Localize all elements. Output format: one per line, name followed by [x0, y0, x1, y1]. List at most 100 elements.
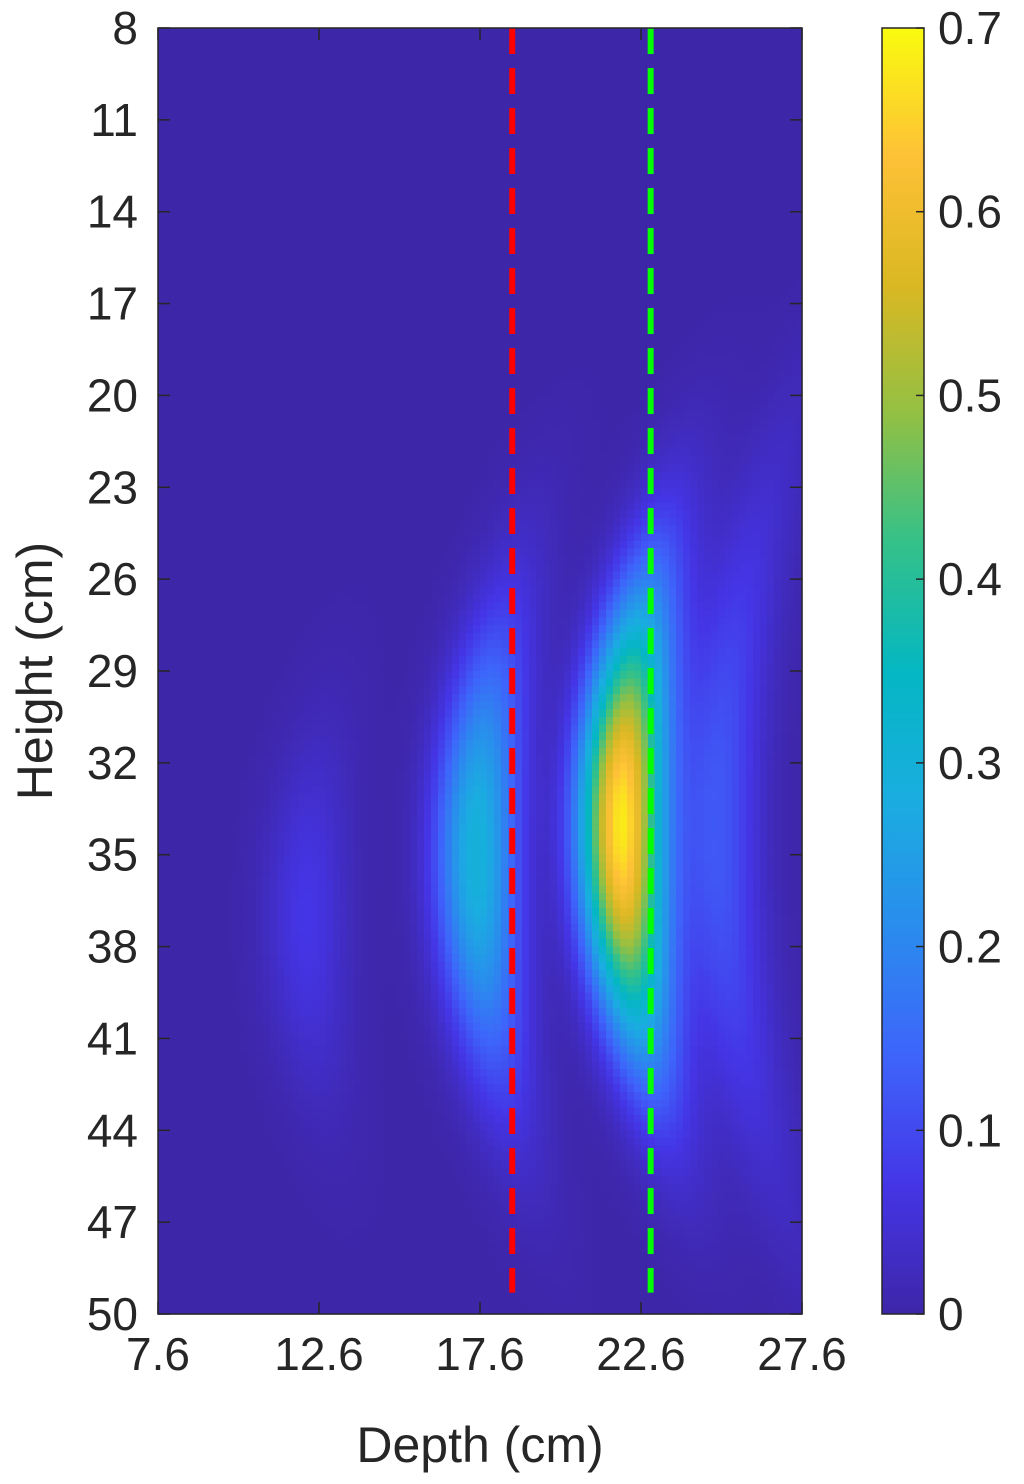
heatmap-cell: [172, 204, 180, 213]
heatmap-cell: [585, 288, 593, 297]
heatmap-cell: [284, 188, 292, 197]
heatmap-cell: [452, 119, 460, 129]
heatmap-cell: [158, 433, 166, 442]
heatmap-cell: [193, 119, 201, 129]
heatmap-cell: [256, 303, 264, 312]
heatmap-cell: [788, 395, 796, 404]
heatmap-cell: [270, 349, 278, 358]
heatmap-cell: [382, 295, 390, 305]
heatmap-cell: [529, 181, 537, 190]
heatmap-cell: [417, 372, 425, 381]
heatmap-cell: [508, 135, 516, 144]
heatmap-cell: [165, 341, 173, 351]
heatmap-cell: [676, 288, 684, 297]
heatmap-cell: [172, 158, 180, 167]
heatmap-cell: [179, 311, 187, 320]
heatmap-cell: [305, 28, 313, 37]
heatmap-cell: [725, 234, 733, 243]
heatmap-cell: [515, 265, 523, 274]
heatmap-cell: [221, 418, 229, 427]
heatmap-cell: [207, 96, 215, 106]
heatmap-cell: [326, 380, 334, 389]
heatmap-cell: [319, 242, 327, 251]
heatmap-cell: [354, 219, 362, 228]
heatmap-cell: [690, 204, 698, 213]
heatmap-cell: [795, 426, 803, 435]
heatmap-cell: [277, 303, 285, 312]
heatmap-cell: [389, 318, 397, 328]
heatmap-cell: [585, 372, 593, 381]
heatmap-cell: [704, 219, 712, 228]
heatmap-cell: [242, 119, 250, 129]
heatmap-cell: [354, 227, 362, 236]
heatmap-cell: [459, 73, 467, 83]
heatmap-cell: [669, 280, 677, 289]
heatmap-cell: [767, 173, 775, 182]
heatmap-cell: [207, 112, 215, 121]
heatmap-cell: [207, 81, 215, 90]
heatmap-cell: [361, 257, 369, 266]
heatmap-cell: [676, 50, 684, 60]
heatmap-cell: [424, 188, 432, 197]
heatmap-cell: [382, 318, 390, 328]
heatmap-cell: [347, 43, 355, 52]
heatmap-cell: [550, 318, 558, 328]
heatmap-cell: [515, 433, 523, 442]
heatmap-cell: [403, 211, 411, 220]
heatmap-cell: [165, 272, 173, 282]
heatmap-cell: [438, 89, 446, 98]
heatmap-cell: [312, 441, 320, 450]
heatmap-cell: [578, 318, 586, 328]
heatmap-cell: [193, 341, 201, 351]
heatmap-cell: [354, 395, 362, 404]
heatmap-cell: [697, 349, 705, 358]
heatmap-cell: [529, 35, 537, 44]
heatmap-cell: [298, 119, 306, 129]
heatmap-cell: [221, 142, 229, 152]
heatmap-cell: [697, 112, 705, 121]
heatmap-cell: [277, 295, 285, 305]
heatmap-cell: [564, 43, 572, 52]
heatmap-cell: [627, 165, 635, 175]
heatmap-cell: [389, 395, 397, 404]
heatmap-cell: [655, 50, 663, 60]
heatmap-cell: [179, 403, 187, 412]
heatmap-cell: [193, 265, 201, 274]
heatmap-cell: [333, 73, 341, 83]
heatmap-cell: [403, 227, 411, 236]
heatmap-cell: [480, 66, 488, 75]
heatmap-cell: [172, 35, 180, 44]
heatmap-cell: [277, 242, 285, 251]
heatmap-cell: [270, 58, 278, 67]
heatmap-cell: [445, 249, 453, 259]
heatmap-cell: [746, 66, 754, 75]
heatmap-cell: [515, 142, 523, 152]
heatmap-cell: [606, 173, 614, 182]
heatmap-cell: [536, 326, 544, 335]
heatmap-cell: [732, 158, 740, 167]
heatmap-cell: [606, 334, 614, 343]
heatmap-cell: [592, 272, 600, 282]
heatmap-cell: [333, 165, 341, 175]
heatmap-cell: [529, 50, 537, 60]
heatmap-cell: [242, 234, 250, 243]
heatmap-cell: [753, 242, 761, 251]
heatmap-cell: [578, 242, 586, 251]
heatmap-cell: [333, 66, 341, 75]
heatmap-cell: [480, 395, 488, 404]
heatmap-cell: [494, 265, 502, 274]
heatmap-cell: [494, 127, 502, 136]
heatmap-cell: [200, 150, 208, 159]
heatmap-cell: [312, 43, 320, 52]
heatmap-cell: [172, 265, 180, 274]
heatmap-cell: [536, 334, 544, 343]
heatmap-cell: [592, 112, 600, 121]
heatmap-cell: [732, 433, 740, 442]
heatmap-cell: [571, 96, 579, 106]
heatmap-cell: [417, 349, 425, 358]
heatmap-cell: [438, 227, 446, 236]
heatmap-cell: [291, 372, 299, 381]
heatmap-cell: [508, 58, 516, 67]
heatmap-cell: [599, 418, 607, 427]
heatmap-cell: [669, 104, 677, 113]
